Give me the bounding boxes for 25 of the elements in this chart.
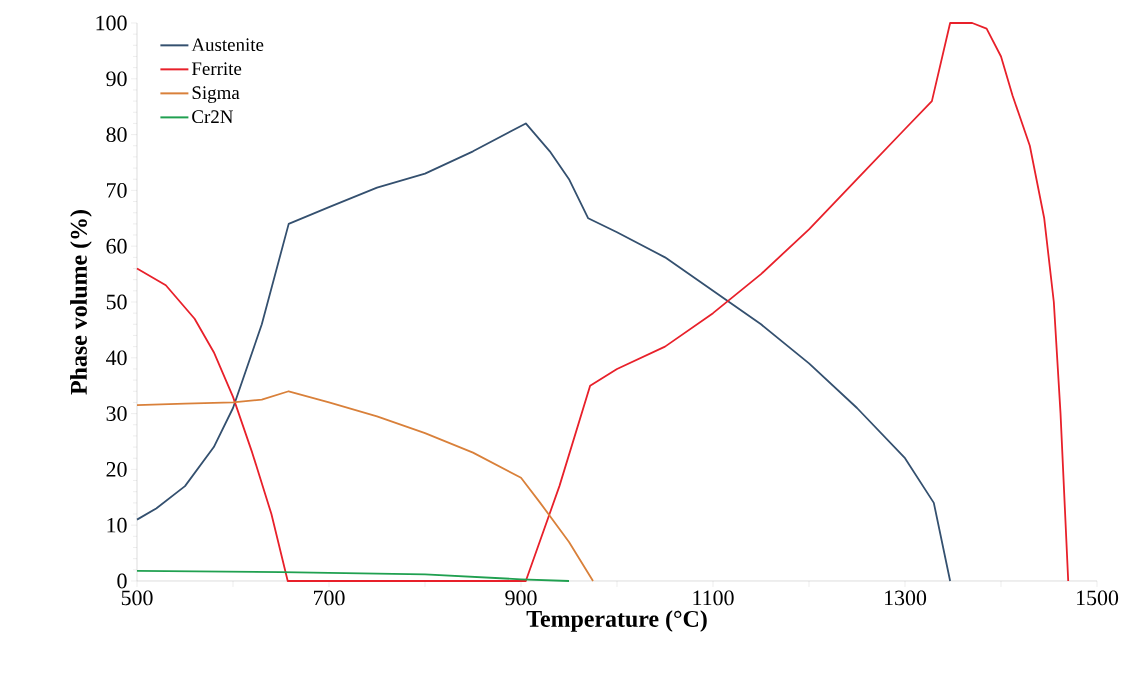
y-tick-label: 10 <box>107 517 127 533</box>
y-tick-label: 100 <box>96 15 127 31</box>
x-tick-label: 1300 <box>885 590 927 606</box>
y-tick-label: 70 <box>107 182 127 198</box>
x-tick-label: 500 <box>121 590 153 606</box>
y-tick-label: 90 <box>106 71 127 87</box>
y-tick-label: 60 <box>106 238 127 254</box>
y-tick-label: 30 <box>106 406 127 421</box>
line-series <box>136 390 594 582</box>
y-tick-label: 80 <box>106 127 127 142</box>
x-tick-label: 1100 <box>693 590 734 606</box>
y-tick-label: 20 <box>106 461 127 477</box>
legend-label: Cr2N <box>192 110 234 124</box>
x-axis-title: Temperature (°C) <box>526 610 707 632</box>
y-tick-label: 50 <box>106 294 127 310</box>
x-tick-label: 900 <box>505 590 537 606</box>
y-tick-label: 40 <box>106 350 127 366</box>
legend-label: Sigma <box>192 86 240 103</box>
line-series <box>136 570 570 582</box>
y-tick-label: 0 <box>117 573 127 589</box>
x-tick-label: 700 <box>314 590 345 606</box>
legend-label: Ferrite <box>191 62 242 76</box>
legend-label: Austenite <box>191 38 264 52</box>
y-axis-title: Phase volume (%) <box>70 210 92 395</box>
x-tick-label: 1500 <box>1077 590 1119 606</box>
